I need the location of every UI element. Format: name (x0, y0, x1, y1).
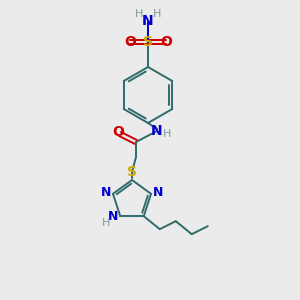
Text: O: O (160, 35, 172, 49)
Text: N: N (153, 186, 163, 199)
Text: H: H (102, 218, 110, 228)
Text: N: N (101, 186, 111, 199)
Text: O: O (124, 35, 136, 49)
Text: N: N (142, 14, 154, 28)
Text: O: O (112, 125, 124, 139)
Text: N: N (108, 210, 119, 223)
Text: H: H (135, 9, 143, 19)
Text: H: H (163, 129, 171, 139)
Text: S: S (127, 165, 137, 179)
Text: N: N (151, 124, 163, 138)
Text: S: S (143, 35, 153, 49)
Text: H: H (153, 9, 161, 19)
